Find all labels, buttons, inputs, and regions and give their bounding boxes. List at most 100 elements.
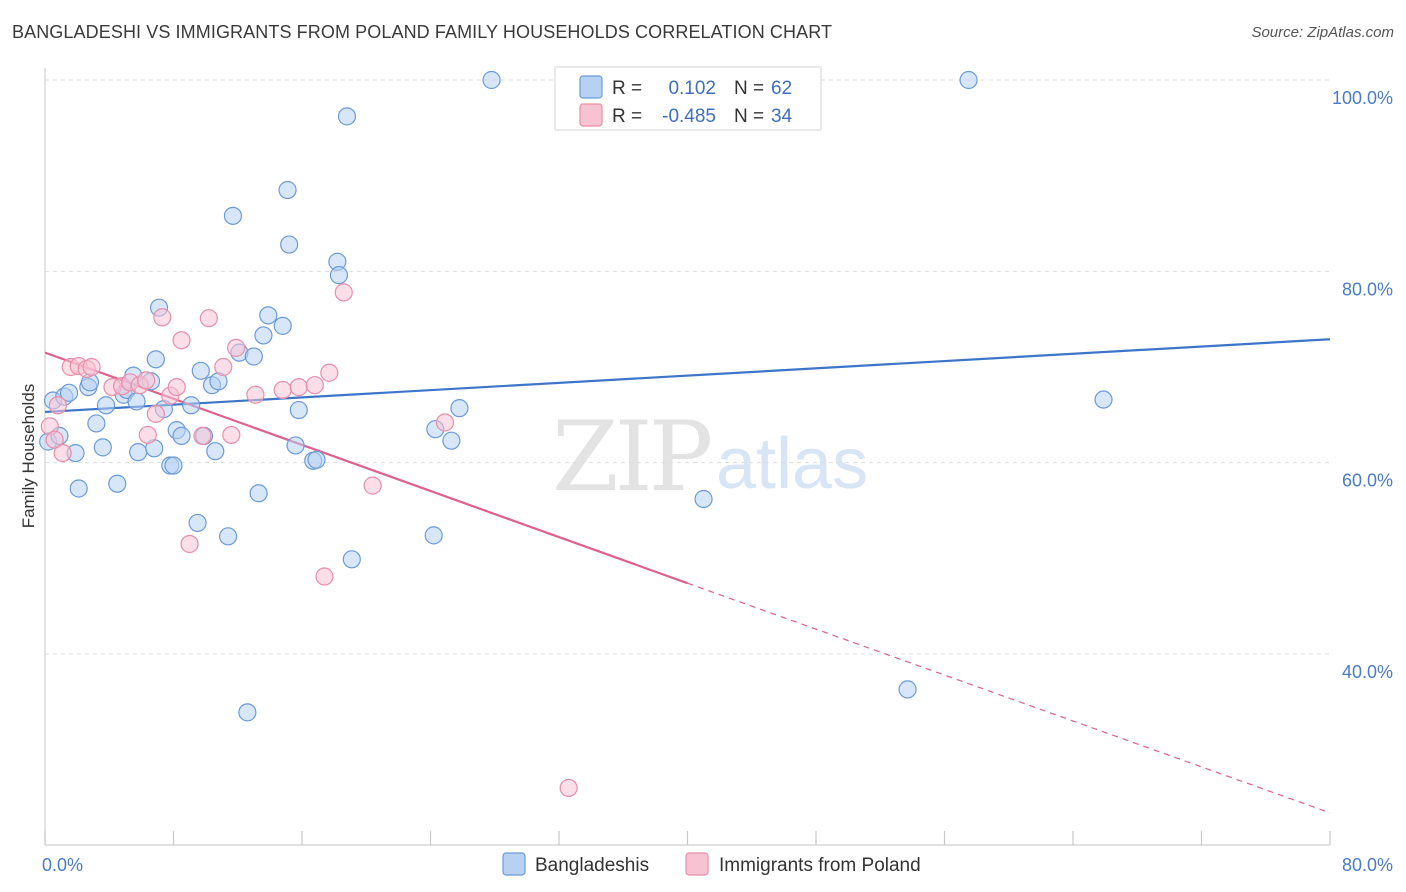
poland-point-27 xyxy=(289,377,308,397)
poland-point-1 xyxy=(45,430,64,449)
bangladeshis-point-43 xyxy=(278,180,297,200)
bangladeshis-point-38 xyxy=(244,347,263,366)
poland-points xyxy=(40,283,578,798)
poland-point-20 xyxy=(193,426,212,445)
axes xyxy=(44,68,1331,846)
bangladeshis-point-9 xyxy=(87,414,106,433)
legend-r-value-1: -0.485 xyxy=(662,106,716,127)
bangladeshis-point-55 xyxy=(442,431,461,450)
bangladeshis-point-4 xyxy=(59,383,79,402)
bangladeshis-point-6 xyxy=(69,479,88,498)
poland-point-29 xyxy=(315,567,334,586)
poland-point-34 xyxy=(559,778,578,798)
poland-point-24 xyxy=(227,338,246,357)
bangladeshis-point-58 xyxy=(694,489,713,509)
bangladeshis-point-11 xyxy=(96,396,116,415)
poland-point-32 xyxy=(363,476,382,495)
poland-point-12 xyxy=(137,371,156,390)
bangladeshis-point-37 xyxy=(238,703,257,722)
poland-point-7 xyxy=(82,357,101,377)
y-tick-label: 80.0% xyxy=(1342,279,1393,299)
bangladeshis-point-52 xyxy=(342,550,361,569)
bangladeshis-point-61 xyxy=(1094,390,1113,409)
bangladeshis-point-29 xyxy=(191,361,210,380)
legend-n-value-1: 34 xyxy=(771,106,793,127)
x-tick-label-min: 0.0% xyxy=(42,855,83,875)
bangladeshis-point-51 xyxy=(337,107,357,126)
trend-line-poland-2 xyxy=(687,582,1331,814)
bangladeshis-point-16 xyxy=(127,392,146,411)
bangladeshis-point-56 xyxy=(450,399,469,418)
y-tick-label: 100.0% xyxy=(1332,88,1393,108)
poland-point-18 xyxy=(172,331,191,350)
bottom-legend-swatch-poland xyxy=(685,852,709,876)
bangladeshis-point-48 xyxy=(307,450,326,469)
poland-point-3 xyxy=(53,444,72,463)
bangladeshis-point-17 xyxy=(129,443,148,462)
poland-point-15 xyxy=(153,308,172,327)
poland-point-21 xyxy=(199,309,218,328)
legend-r-label-1: R = xyxy=(612,106,642,127)
poland-point-31 xyxy=(334,283,353,302)
poland-point-19 xyxy=(180,534,199,554)
poland-point-26 xyxy=(273,380,292,400)
legend: R = 0.102 N = 62 R = -0.485 N = 34 xyxy=(554,66,822,131)
bottom-legend-label-poland: Immigrants from Poland xyxy=(719,855,921,876)
bangladeshis-points xyxy=(39,70,1113,722)
y-axis-title: Family Households xyxy=(19,384,38,529)
poland-point-23 xyxy=(222,425,241,445)
bottom-legend-label-bangladeshis: Bangladeshis xyxy=(535,855,649,876)
bangladeshis-point-28 xyxy=(188,513,207,533)
bangladeshis-point-42 xyxy=(273,316,292,335)
watermark-atlas: atlas xyxy=(716,424,868,504)
bangladeshis-point-53 xyxy=(424,526,443,545)
bottom-legend: Bangladeshis Immigrants from Poland xyxy=(502,852,921,876)
y-tick-labels: 40.0% 60.0% 80.0% 100.0% xyxy=(1332,88,1393,682)
trend-line-poland-1 xyxy=(44,351,688,585)
y-tick-label: 40.0% xyxy=(1342,662,1393,682)
bangladeshis-point-44 xyxy=(280,235,299,254)
bangladeshis-point-45 xyxy=(286,436,305,455)
poland-point-2 xyxy=(48,396,67,415)
bangladeshis-point-59 xyxy=(959,70,978,90)
poland-point-25 xyxy=(246,385,265,404)
bangladeshis-point-10 xyxy=(93,438,112,457)
legend-r-value-0: 0.102 xyxy=(668,78,716,99)
bangladeshis-point-32 xyxy=(206,442,225,461)
bangladeshis-point-24 xyxy=(164,456,183,475)
bangladeshis-point-26 xyxy=(172,426,191,445)
x-tick-label-max: 80.0% xyxy=(1342,855,1393,875)
legend-swatch-1 xyxy=(579,103,603,127)
bangladeshis-point-40 xyxy=(254,326,273,345)
grid-lines xyxy=(45,79,1330,655)
bangladeshis-point-57 xyxy=(482,70,501,90)
bottom-legend-swatch-bangladeshis xyxy=(502,852,526,876)
chart-title: BANGLADESHI VS IMMIGRANTS FROM POLAND FA… xyxy=(12,22,833,42)
poland-point-13 xyxy=(138,425,157,445)
x-tick-labels: 0.0% 80.0% xyxy=(42,855,1393,875)
poland-point-33 xyxy=(435,413,455,432)
poland-point-30 xyxy=(320,363,339,382)
watermark: ZIP atlas xyxy=(552,401,868,513)
bangladeshis-point-46 xyxy=(289,400,308,420)
bangladeshis-point-60 xyxy=(898,680,917,699)
bangladeshis-point-34 xyxy=(219,527,238,546)
poland-point-22 xyxy=(214,357,233,377)
legend-swatch-0 xyxy=(579,75,603,99)
bangladeshis-point-41 xyxy=(259,306,278,325)
bangladeshis-point-20 xyxy=(146,350,165,369)
chart-source: Source: ZipAtlas.com xyxy=(1251,24,1394,41)
y-tick-label: 60.0% xyxy=(1342,471,1393,491)
poland-point-14 xyxy=(146,404,165,423)
watermark-zip: ZIP xyxy=(552,401,711,513)
bangladeshis-point-27 xyxy=(182,396,201,415)
poland-point-17 xyxy=(167,377,186,397)
bangladeshis-point-12 xyxy=(108,474,127,493)
bangladeshis-point-50 xyxy=(329,266,349,285)
legend-r-label-0: R = xyxy=(612,78,642,99)
legend-n-value-0: 62 xyxy=(771,78,792,99)
legend-n-label-1: N = xyxy=(734,106,764,127)
bangladeshis-point-35 xyxy=(223,206,243,225)
poland-point-28 xyxy=(305,376,324,395)
